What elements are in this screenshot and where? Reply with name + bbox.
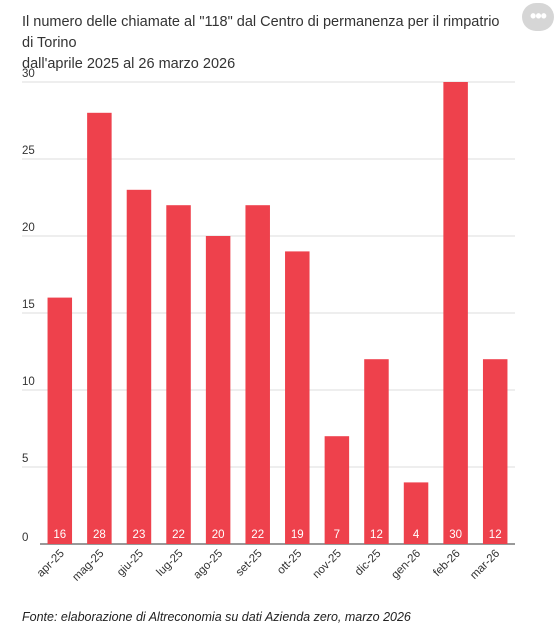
- chart-title: Il numero delle chiamate al "118" dal Ce…: [22, 12, 502, 75]
- data-label: 28: [93, 529, 106, 541]
- x-tick-label: apr-25: [35, 548, 67, 580]
- y-tick-label: 10: [22, 376, 35, 388]
- y-tick-label: 5: [22, 453, 28, 465]
- bar: [482, 359, 508, 544]
- more-options-icon[interactable]: •••: [522, 3, 554, 31]
- bar: [443, 82, 468, 544]
- y-tick-label: 30: [22, 68, 35, 80]
- bar: [47, 297, 73, 544]
- x-tick-label: feb-26: [431, 548, 463, 580]
- data-label: 30: [449, 529, 462, 541]
- x-tick-label: ott-25: [275, 548, 304, 577]
- data-label: 23: [133, 529, 146, 541]
- data-label: 7: [334, 529, 340, 541]
- y-tick-label: 15: [22, 299, 35, 311]
- data-label: 16: [53, 529, 66, 541]
- x-tick-label: gen-26: [389, 548, 423, 582]
- x-tick-label: mar-26: [468, 548, 502, 582]
- bar: [324, 436, 350, 544]
- data-label: 22: [251, 529, 264, 541]
- bar: [403, 482, 429, 544]
- data-label: 12: [370, 529, 383, 541]
- data-label: 19: [291, 529, 304, 541]
- bar: [126, 189, 152, 545]
- source-note: Fonte: elaborazione di Altreconomia su d…: [22, 610, 411, 624]
- data-label: 22: [172, 529, 185, 541]
- bar: [166, 205, 191, 544]
- bar: [87, 112, 112, 545]
- data-label: 12: [489, 529, 502, 541]
- y-tick-label: 25: [22, 145, 35, 157]
- x-tick-label: giu-25: [115, 548, 146, 579]
- bar: [205, 236, 231, 544]
- x-tick-label: nov-25: [311, 548, 344, 581]
- x-tick-label: ago-25: [191, 548, 225, 582]
- data-label: 20: [212, 529, 225, 541]
- y-tick-label: 20: [22, 222, 35, 234]
- chart-title-line-2: dall'aprile 2025 al 26 marzo 2026: [22, 56, 236, 72]
- x-tick-label: set-25: [234, 548, 265, 579]
- data-label: 4: [413, 529, 420, 541]
- x-tick-label: dic-25: [353, 548, 384, 579]
- chart-title-line-1: Il numero delle chiamate al "118" dal Ce…: [22, 14, 500, 51]
- x-tick-label: mag-25: [70, 548, 106, 584]
- y-tick-label: 0: [22, 532, 28, 544]
- bar: [245, 205, 270, 544]
- bar-chart: 0 5 10 15 20 25 30 16 apr-25 28 mag-25 23 giu-25 22 lu…: [22, 68, 515, 584]
- bar: [364, 359, 389, 544]
- x-tick-label: lug-25: [155, 548, 186, 579]
- bar: [285, 251, 310, 544]
